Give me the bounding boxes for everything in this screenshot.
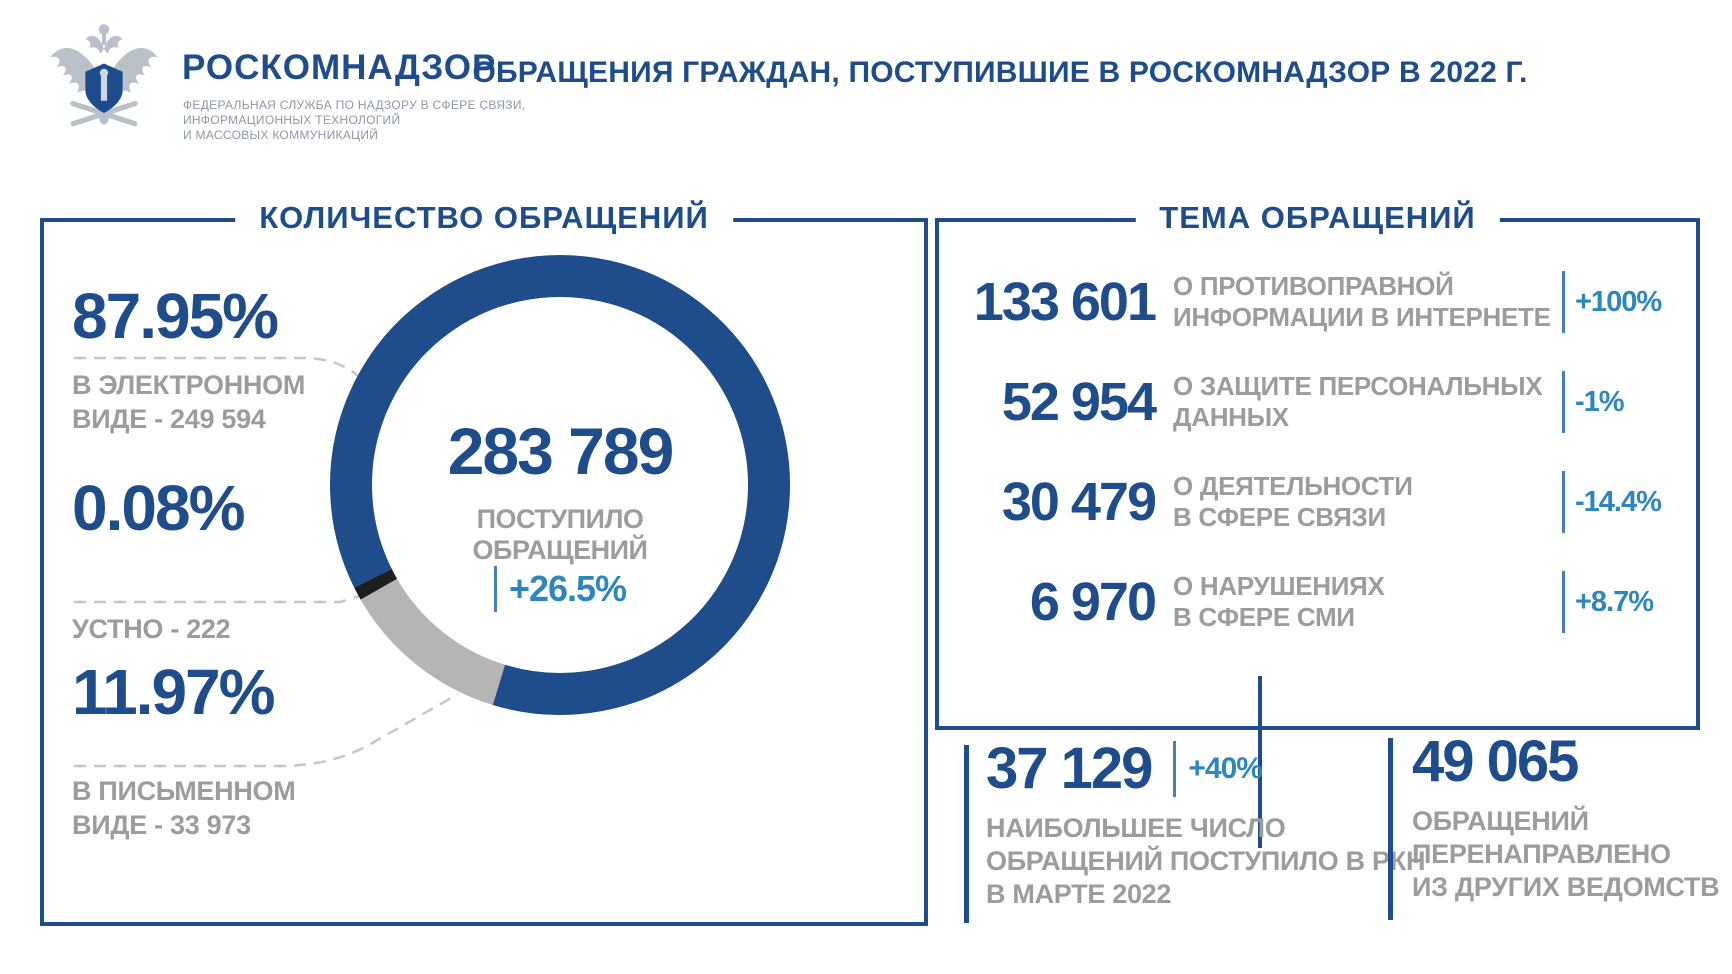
breakdown-written: 11.97% <box>72 656 276 728</box>
change-divider <box>493 566 497 612</box>
theme-change-divider <box>1562 571 1565 633</box>
redirected-block: 49 065 ОБРАЩЕНИЙ ПЕРЕНАПРАВЛЕНО ИЗ ДРУГИ… <box>1412 733 1720 904</box>
redirected-value: 49 065 <box>1412 729 1579 794</box>
theme-change: +100% <box>1575 285 1662 318</box>
logo-subtitle-line2: ИНФОРМАЦИОННЫХ ТЕХНОЛОГИЙ <box>183 113 401 127</box>
theme-row-personal-data: 52 954 О ЗАЩИТЕ ПЕРСОНАЛЬНЫХ ДАННЫХ -1% <box>955 354 1675 450</box>
theme-change-divider <box>1562 471 1565 533</box>
breakdown-oral: 0.08% <box>72 472 245 544</box>
redirected-numrow: 49 065 <box>1412 733 1719 791</box>
page-title: ОБРАЩЕНИЯ ГРАЖДАН, ПОСТУПИВШИЕ В РОСКОМН… <box>472 56 1528 89</box>
quantity-panel-title: КОЛИЧЕСТВО ОБРАЩЕНИЙ <box>235 200 733 236</box>
roskomnadzor-eagle-logo-icon <box>50 24 158 127</box>
theme-change: -1% <box>1575 385 1625 418</box>
theme-value: 6 970 <box>1029 572 1157 632</box>
theme-label: О ЗАЩИТЕ ПЕРСОНАЛЬНЫХ ДАННЫХ <box>1173 371 1543 432</box>
breakdown-oral-label: УСТНО - 222 <box>72 614 231 644</box>
breakdown-electronic-pct: 87.95% <box>72 280 279 352</box>
donut-slice-oral <box>354 568 398 600</box>
theme-change-divider <box>1562 371 1565 433</box>
theme-change-divider <box>1562 271 1565 333</box>
theme-label: О ДЕЯТЕЛЬНОСТИ В СФЕРЕ СВЯЗИ <box>1173 471 1413 532</box>
total-appeals-change: +26.5% <box>410 566 710 612</box>
march-peak-label: НАИБОЛЬШЕЕ ЧИСЛО ОБРАЩЕНИЙ ПОСТУПИЛО В Р… <box>986 813 1426 909</box>
redirected-label: ОБРАЩЕНИЙ ПЕРЕНАПРАВЛЕНО ИЗ ДРУГИХ ВЕДОМ… <box>1412 806 1720 902</box>
march-change-divider <box>1173 741 1177 797</box>
breakdown-written-pct: 11.97% <box>72 656 276 728</box>
march-peak-change: +40% <box>1188 752 1263 785</box>
total-appeals-value: 283 789 <box>447 414 675 488</box>
themes-panel: ТЕМА ОБРАЩЕНИЙ 133 601 О ПРОТИВОПРАВНОЙ … <box>935 200 1700 730</box>
quantity-panel: КОЛИЧЕСТВО ОБРАЩЕНИЙ 87.95% В ЭЛЕКТРОННО… <box>40 200 928 926</box>
themes-panel-title: ТЕМА ОБРАЩЕНИЙ <box>1135 200 1500 236</box>
connector-oral <box>74 588 381 604</box>
logo-subtitle-line3: И МАССОВЫХ КОММУНИКАЦИЙ <box>183 128 379 142</box>
bottom-blocks-divider <box>1258 676 1262 848</box>
redirected-block-accent-bar <box>1388 738 1393 920</box>
logo-title: РОСКОМНАДЗОР <box>182 48 497 87</box>
theme-change: -14.4% <box>1575 485 1662 518</box>
theme-row-media-violations: 6 970 О НАРУШЕНИЯХ В СФЕРЕ СМИ +8.7% <box>955 554 1675 650</box>
logo-subtitle-line1: ФЕДЕРАЛЬНАЯ СЛУЖБА ПО НАДЗОРУ В СФЕРЕ СВ… <box>183 98 526 112</box>
theme-label: О ПРОТИВОПРАВНОЙ ИНФОРМАЦИИ В ИНТЕРНЕТЕ <box>1173 271 1551 332</box>
theme-value: 52 954 <box>1001 372 1157 432</box>
donut-slice-electronic <box>330 255 790 715</box>
theme-value: 30 479 <box>1001 472 1157 532</box>
connector-written <box>74 692 459 768</box>
march-peak-value: 37 129 <box>986 736 1153 801</box>
logo-subtitle: ФЕДЕРАЛЬНАЯ СЛУЖБА ПО НАДЗОРУ В СФЕРЕ СВ… <box>183 98 525 143</box>
donut-slice-written <box>360 578 506 705</box>
theme-change: +8.7% <box>1575 585 1654 618</box>
breakdown-electronic-label: В ЭЛЕКТРОННОМ ВИДЕ - 249 594 <box>72 370 306 434</box>
march-peak-block: 37 129 +40% НАИБОЛЬШЕЕ ЧИСЛО ОБРАЩЕНИЙ П… <box>986 740 1425 911</box>
total-appeals-label: ПОСТУПИЛО ОБРАЩЕНИЙ <box>472 504 648 565</box>
breakdown-written-label: В ПИСЬМЕННОМ ВИДЕ - 33 973 <box>72 776 296 840</box>
march-peak-numrow: 37 129 +40% <box>986 740 1425 798</box>
total-appeals-change-value: +26.5% <box>508 568 627 609</box>
breakdown-electronic: 87.95% <box>72 280 279 352</box>
breakdown-oral-pct: 0.08% <box>72 472 245 544</box>
theme-value: 133 601 <box>973 272 1157 332</box>
appeals-donut-chart <box>74 255 790 768</box>
theme-row-communications: 30 479 О ДЕЯТЕЛЬНОСТИ В СФЕРЕ СВЯЗИ -14.… <box>955 454 1675 550</box>
march-block-accent-bar <box>964 745 969 923</box>
theme-label: О НАРУШЕНИЯХ В СФЕРЕ СМИ <box>1173 571 1385 632</box>
connector-electronic <box>74 356 380 403</box>
theme-row-illegal-info: 133 601 О ПРОТИВОПРАВНОЙ ИНФОРМАЦИИ В ИН… <box>955 254 1675 350</box>
